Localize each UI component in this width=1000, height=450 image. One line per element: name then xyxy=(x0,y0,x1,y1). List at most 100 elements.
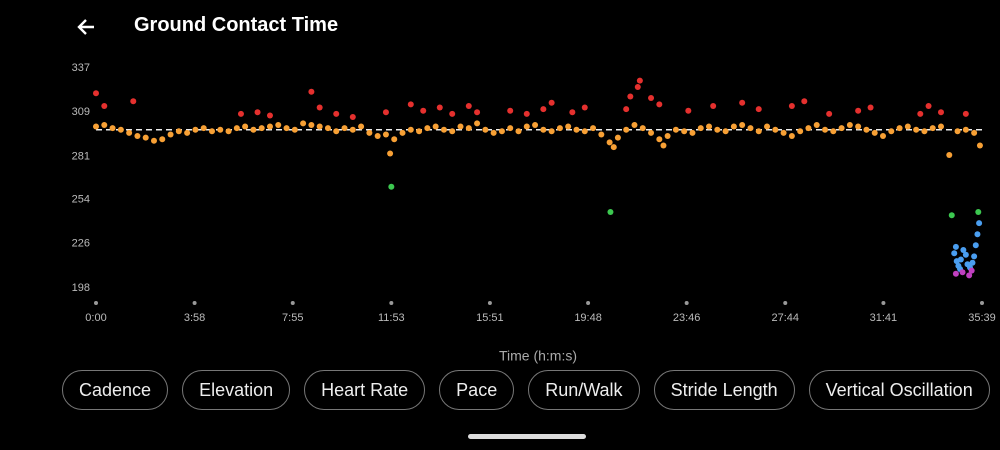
data-point xyxy=(664,133,671,140)
data-point xyxy=(407,126,414,133)
data-point xyxy=(972,242,979,249)
data-point xyxy=(316,104,323,111)
x-tick-label: 3:58 xyxy=(184,312,205,324)
data-point xyxy=(382,131,389,138)
data-point xyxy=(416,128,423,135)
data-point xyxy=(960,247,967,254)
data-point xyxy=(710,102,717,109)
data-point xyxy=(316,123,323,130)
data-point xyxy=(636,77,643,84)
data-point xyxy=(436,104,443,111)
data-point xyxy=(706,123,713,130)
y-tick-label: 337 xyxy=(72,62,90,74)
data-point xyxy=(606,139,613,146)
x-tick-dot xyxy=(389,301,394,305)
data-point xyxy=(888,128,895,135)
data-point xyxy=(300,120,307,127)
y-tick-label: 309 xyxy=(72,106,90,118)
data-point xyxy=(399,129,406,136)
data-point xyxy=(424,125,431,132)
x-tick-dot xyxy=(881,301,886,305)
data-point xyxy=(225,128,232,135)
data-point xyxy=(93,90,99,97)
data-point xyxy=(639,125,646,132)
data-point xyxy=(382,109,389,116)
data-point xyxy=(780,129,787,136)
x-tick-dot xyxy=(980,301,984,305)
data-point xyxy=(863,126,870,133)
data-point xyxy=(349,126,356,133)
data-point xyxy=(420,107,427,114)
x-tick-label: 23:46 xyxy=(673,312,701,324)
metric-chip[interactable]: Stride Length xyxy=(653,370,795,410)
data-point xyxy=(101,121,108,128)
metric-chip[interactable]: Elevation xyxy=(182,370,291,410)
data-point xyxy=(954,128,961,135)
data-point xyxy=(150,137,157,144)
x-tick-label: 11:53 xyxy=(378,312,405,324)
data-point xyxy=(952,270,959,277)
back-button[interactable] xyxy=(72,12,102,42)
data-point xyxy=(130,98,137,105)
data-point xyxy=(507,125,514,132)
data-point xyxy=(266,112,273,119)
data-point xyxy=(805,125,812,132)
data-point xyxy=(266,123,273,130)
x-tick-label: 0:00 xyxy=(85,312,106,324)
data-point xyxy=(623,126,630,133)
x-tick-label: 15:51 xyxy=(476,312,504,324)
data-point xyxy=(440,126,447,133)
data-point xyxy=(548,99,555,106)
x-tick-dot xyxy=(586,301,591,305)
data-point xyxy=(672,126,679,133)
metric-chip[interactable]: Vertical Oscillation xyxy=(808,370,990,410)
data-point xyxy=(217,126,224,133)
data-point xyxy=(722,128,729,135)
data-point xyxy=(656,101,663,108)
data-point xyxy=(913,126,920,133)
data-point xyxy=(208,128,215,135)
metric-chip[interactable]: Heart Rate xyxy=(304,370,426,410)
data-point xyxy=(200,125,207,132)
data-point xyxy=(540,126,547,133)
data-point xyxy=(457,123,464,130)
data-point xyxy=(801,98,808,105)
x-tick-dot xyxy=(487,301,492,305)
data-point xyxy=(449,110,456,117)
data-point xyxy=(465,102,472,109)
y-tick-label: 281 xyxy=(72,151,90,163)
data-point xyxy=(948,212,955,219)
data-point xyxy=(407,101,414,108)
data-point xyxy=(250,126,257,133)
data-point xyxy=(449,128,456,135)
metric-chip[interactable]: Pace xyxy=(439,370,515,410)
data-point xyxy=(515,128,522,135)
data-point xyxy=(465,125,472,132)
data-point xyxy=(634,83,641,90)
data-point xyxy=(366,129,373,136)
data-point xyxy=(855,123,862,130)
data-point xyxy=(167,131,174,138)
data-point xyxy=(974,231,981,238)
data-point xyxy=(968,267,975,274)
data-point xyxy=(283,125,290,132)
data-point xyxy=(569,109,576,116)
data-point xyxy=(474,120,481,127)
data-point xyxy=(598,131,605,138)
data-point xyxy=(548,128,555,135)
x-tick-label: 31:41 xyxy=(870,312,898,324)
data-point xyxy=(627,93,634,100)
data-point xyxy=(275,121,282,128)
metric-chip[interactable]: Run/Walk xyxy=(528,370,640,410)
data-point xyxy=(126,129,133,136)
data-point xyxy=(747,125,754,132)
data-point xyxy=(109,125,116,132)
data-point xyxy=(254,109,261,116)
data-point xyxy=(237,110,244,117)
data-point xyxy=(374,133,381,140)
data-point xyxy=(581,128,588,135)
metric-chip[interactable]: Cadence xyxy=(62,370,169,410)
data-point xyxy=(830,128,837,135)
data-point xyxy=(880,133,887,140)
